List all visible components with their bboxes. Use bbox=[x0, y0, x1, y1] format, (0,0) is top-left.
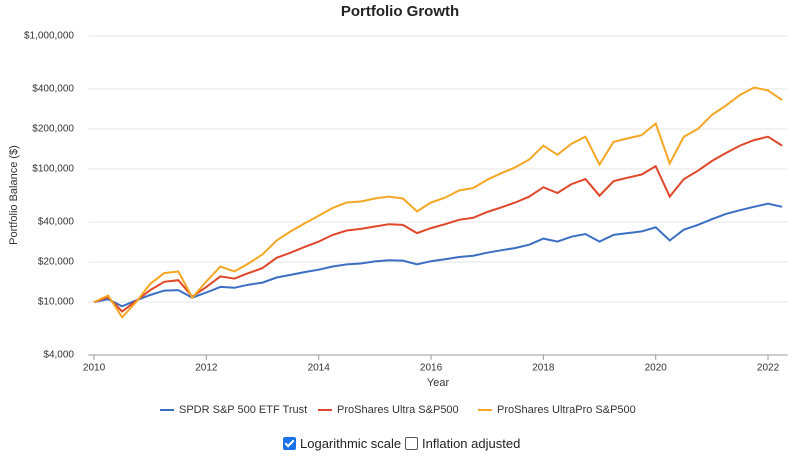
x-tick-label: 2018 bbox=[532, 363, 555, 374]
chart-title: Portfolio Growth bbox=[341, 3, 459, 20]
x-tick-label: 2010 bbox=[83, 363, 106, 374]
checkbox-label[interactable]: Inflation adjusted bbox=[422, 436, 521, 451]
checkbox-control[interactable]: Logarithmic scale bbox=[283, 436, 401, 451]
legend-label: SPDR S&P 500 ETF Trust bbox=[179, 404, 307, 416]
x-tick-label: 2022 bbox=[757, 363, 780, 374]
legend-label: ProShares Ultra S&P500 bbox=[337, 404, 459, 416]
series-line bbox=[93, 202, 783, 308]
y-tick-label: $4,000 bbox=[43, 350, 74, 361]
y-tick-label: $20,000 bbox=[38, 257, 75, 268]
x-tick-label: 2020 bbox=[645, 363, 668, 374]
chart: Portfolio Growth Portfolio Balance ($) Y… bbox=[8, 3, 788, 416]
x-axis-label: Year bbox=[427, 377, 450, 389]
y-tick-label: $1,000,000 bbox=[24, 31, 74, 42]
checkbox-label[interactable]: Logarithmic scale bbox=[300, 436, 402, 451]
legend-label: ProShares UltraPro S&P500 bbox=[497, 404, 636, 416]
y-tick-label: $200,000 bbox=[32, 124, 74, 135]
y-axis-label: Portfolio Balance ($) bbox=[8, 145, 20, 245]
y-tick-label: $10,000 bbox=[38, 297, 75, 308]
series-line bbox=[93, 135, 783, 313]
x-tick-label: 2014 bbox=[308, 363, 331, 374]
x-tick-label: 2016 bbox=[420, 363, 443, 374]
checkbox[interactable] bbox=[283, 437, 296, 450]
checkbox[interactable] bbox=[405, 437, 418, 450]
checkbox-control[interactable]: Inflation adjusted bbox=[405, 436, 520, 451]
x-tick-label: 2012 bbox=[195, 363, 218, 374]
series-line bbox=[93, 86, 783, 319]
y-tick-label: $400,000 bbox=[32, 84, 74, 95]
y-tick-label: $40,000 bbox=[38, 217, 75, 228]
y-tick-label: $100,000 bbox=[32, 164, 74, 175]
